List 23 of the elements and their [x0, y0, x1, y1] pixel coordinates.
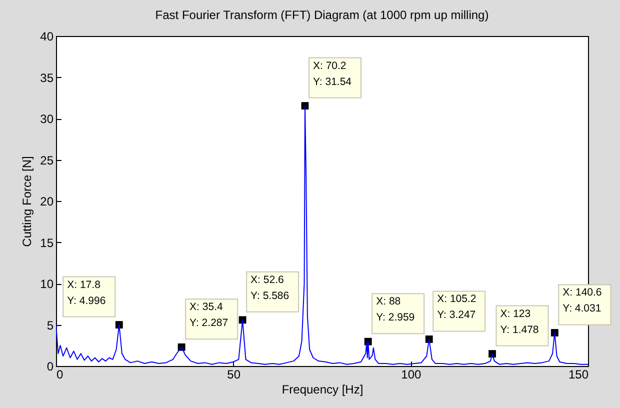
y-tick-label: 40	[40, 30, 54, 44]
y-tick-label: 35	[40, 70, 54, 85]
annotation: X: 17.8 Y: 4.996	[67, 278, 106, 307]
y-tick-label: 30	[40, 112, 54, 126]
annotation: X: 140.6 Y: 4.031	[562, 286, 602, 315]
x-tick-label: 150	[568, 368, 589, 382]
annotation: X: 52.6 Y: 5.586	[250, 274, 290, 302]
annotation: X: 105.2 Y: 3.247	[437, 293, 476, 322]
x-axis-title: Frequency [Hz]	[282, 382, 364, 396]
y-tick-label: 15	[40, 236, 54, 250]
annotation: X: 35.4 Y: 2.287	[190, 301, 228, 330]
y-tick-label: 5	[46, 318, 54, 332]
annotation: X: 123 Y: 1.478	[500, 308, 539, 336]
x-tick-label: 50	[227, 368, 241, 382]
y-tick-label: 20	[40, 194, 54, 208]
y-tick-label: 10	[40, 277, 54, 291]
annotation: X: 70.2 Y: 31.54	[312, 60, 352, 88]
y-tick-label: 25	[40, 153, 54, 168]
x-tick-label: 100	[401, 368, 422, 382]
x-tick-label: 0	[56, 368, 64, 382]
chart-title: Fast Fourier Transform (FFT) Diagram (at 1000 rpm up milling)	[155, 8, 489, 22]
annotation: X: 88 Y: 2.959	[376, 296, 415, 324]
y-axis-title: Cutting Force [N]	[20, 156, 34, 247]
